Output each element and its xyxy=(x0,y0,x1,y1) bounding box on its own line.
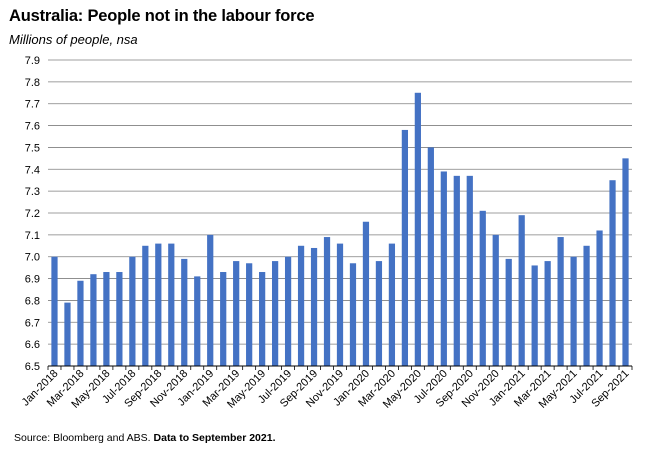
y-tick-label: 7.4 xyxy=(25,164,40,176)
bar-Nov-2020 xyxy=(492,234,499,366)
bar-Feb-2019 xyxy=(220,272,227,366)
y-tick-label: 7.9 xyxy=(25,55,40,67)
bar-Apr-2020 xyxy=(401,129,409,366)
source-text: Source: Bloomberg and ABS. xyxy=(14,432,151,444)
bar-Nov-2018 xyxy=(181,258,188,366)
y-tick-label: 7.7 xyxy=(25,99,40,111)
y-tick-label: 6.7 xyxy=(25,317,40,329)
bar-Aug-2019 xyxy=(297,245,305,366)
bar-Dec-2018 xyxy=(194,276,201,366)
y-tick-label: 7.6 xyxy=(25,121,40,133)
bar-Aug-2018 xyxy=(142,245,149,366)
y-tick-label: 6.6 xyxy=(25,339,40,351)
bar-Jun-2021 xyxy=(583,245,590,366)
bar-Oct-2020 xyxy=(479,210,486,366)
bar-Apr-2019 xyxy=(246,263,253,366)
bar-Sep-2019 xyxy=(310,247,318,366)
bar-Mar-2019 xyxy=(233,261,240,366)
bar-Feb-2021 xyxy=(531,265,538,366)
bar-Nov-2019 xyxy=(336,243,344,366)
bar-Jun-2018 xyxy=(116,272,123,366)
bar-Jun-2020 xyxy=(427,147,434,366)
y-tick-label: 7.0 xyxy=(25,252,40,264)
bar-May-2020 xyxy=(414,92,421,367)
bar-May-2018 xyxy=(103,272,110,366)
bar-Jul-2020 xyxy=(440,171,447,366)
bars xyxy=(51,92,629,367)
y-tick-label: 7.8 xyxy=(25,77,40,89)
bar-Sep-2020 xyxy=(466,175,473,366)
bar-Jul-2018 xyxy=(129,256,136,366)
source-bold-text: Data to September 2021. xyxy=(153,432,276,444)
chart-subtitle: Millions of people, nsa xyxy=(9,32,138,47)
bar-Oct-2018 xyxy=(168,243,175,366)
bar-Mar-2021 xyxy=(544,261,551,366)
y-tick-label: 6.5 xyxy=(25,361,40,373)
source-note: Source: Bloomberg and ABS. Data to Septe… xyxy=(14,432,275,444)
bar-Oct-2019 xyxy=(323,237,331,366)
bar-Sep-2021 xyxy=(622,158,629,366)
chart-title: Australia: People not in the labour forc… xyxy=(9,7,315,25)
bar-Feb-2018 xyxy=(64,302,71,366)
bar-Jan-2021 xyxy=(518,215,525,366)
bar-Mar-2018 xyxy=(77,280,84,366)
bar-Apr-2018 xyxy=(90,274,97,366)
y-tick-label: 7.3 xyxy=(25,186,40,198)
y-tick-label: 7.1 xyxy=(25,230,40,242)
bar-May-2019 xyxy=(259,272,266,366)
bar-Sep-2018 xyxy=(155,243,162,366)
bar-Jan-2018 xyxy=(51,256,58,366)
x-axis-tick-labels: Jan-2018Mar-2018May-2018Jul-2018Sep-2018… xyxy=(20,368,632,411)
y-tick-label: 7.5 xyxy=(25,142,40,154)
bar-Mar-2020 xyxy=(388,243,396,366)
bar-Feb-2020 xyxy=(375,261,383,366)
bar-Dec-2020 xyxy=(505,258,512,366)
bar-Aug-2021 xyxy=(609,180,616,366)
bar-Jul-2019 xyxy=(284,256,292,366)
y-axis-tick-labels: 6.5 6.6 6.7 6.8 6.9 7.0 7.1 7.2 7.3 7.4 7.5 7.6 7.7 7… xyxy=(25,55,40,373)
bar-chart: 6.5 6.6 6.7 6.8 6.9 7.0 7.1 7.2 7.3 7.4 7.5 7.6 7.7 7… xyxy=(20,55,633,411)
y-tick-label: 7.2 xyxy=(25,208,40,220)
y-tick-label: 6.9 xyxy=(25,274,40,286)
bar-Jul-2021 xyxy=(596,230,603,366)
bar-Dec-2019 xyxy=(349,263,357,366)
bar-Aug-2020 xyxy=(453,175,460,366)
bar-Jan-2019 xyxy=(207,234,214,366)
bar-Apr-2021 xyxy=(557,237,564,366)
bar-Jun-2019 xyxy=(271,261,279,366)
bar-May-2021 xyxy=(570,256,577,366)
x-axis xyxy=(47,365,633,370)
y-tick-label: 6.8 xyxy=(25,295,40,307)
bar-Jan-2020 xyxy=(362,221,370,366)
